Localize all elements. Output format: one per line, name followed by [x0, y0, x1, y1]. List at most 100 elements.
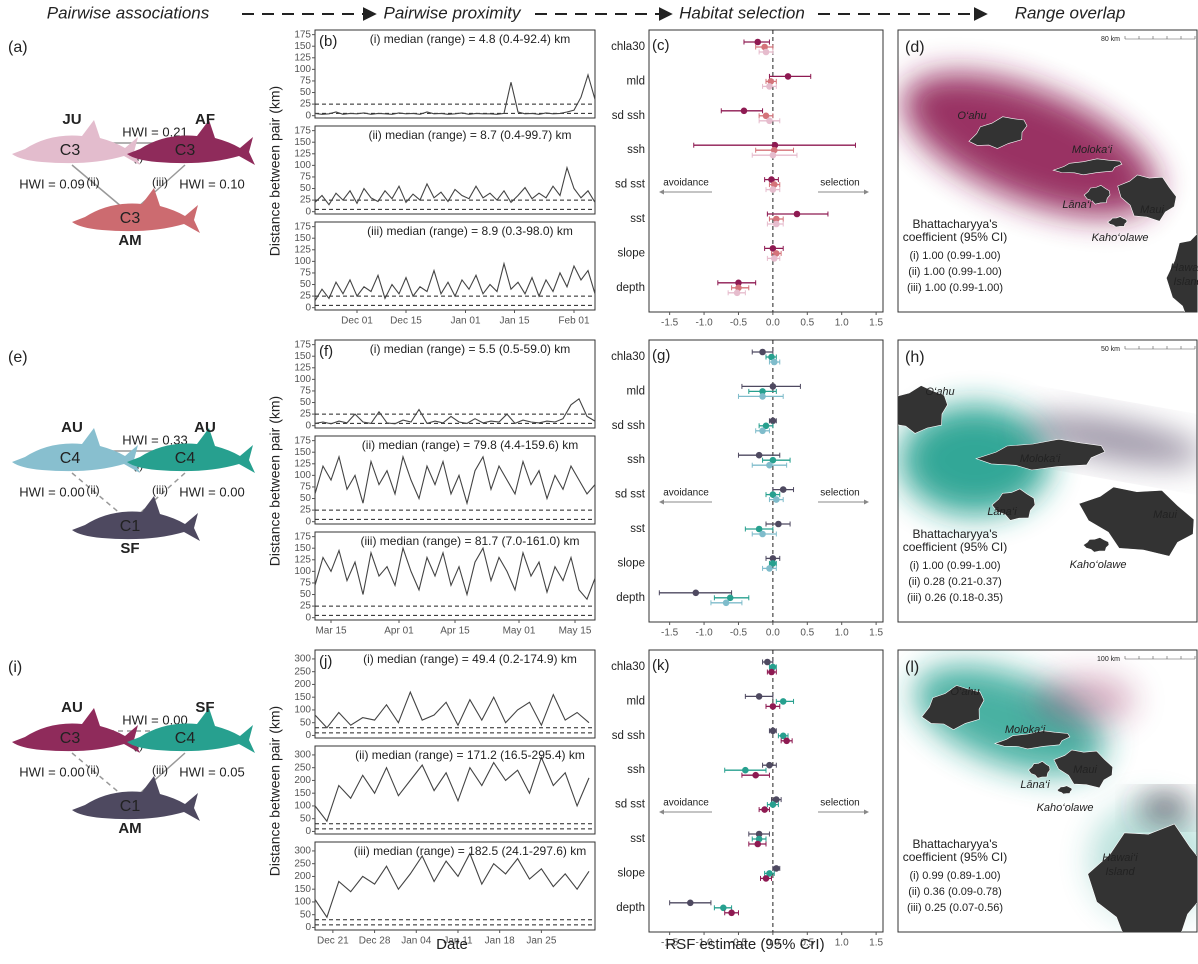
place-label: Kaho‘olawe: [1070, 559, 1127, 571]
estimate-dot: [733, 289, 741, 297]
x-tick-label: May 15: [559, 626, 592, 637]
estimate-dot: [768, 176, 775, 183]
edge-id: (iii): [152, 483, 168, 497]
place-label: Moloka‘i: [1072, 144, 1113, 156]
y-tick-label: 0: [305, 730, 311, 741]
estimate-dot: [759, 348, 766, 356]
y-tick-label: 150: [294, 137, 311, 148]
estimate-dot: [742, 766, 749, 774]
category-label: sd ssh: [612, 420, 645, 432]
dolphin: [12, 120, 140, 165]
y-tick-label: 175: [294, 531, 311, 542]
hwi-label: HWI = 0.10: [179, 176, 244, 191]
x-axis-title: Date: [436, 936, 468, 953]
island: [975, 438, 1106, 471]
panel-label: (l): [905, 659, 919, 676]
distance-line: [314, 755, 590, 823]
map-content: [914, 665, 1197, 932]
overlap-caption: coefficient (95% CI): [903, 850, 1008, 864]
island: [1083, 184, 1111, 205]
dolphin: [72, 496, 200, 541]
edge-id: (ii): [86, 175, 99, 189]
x-tick-label: Dec 28: [359, 936, 391, 947]
y-tick-label: 100: [294, 374, 311, 385]
place-label: Kaho‘olawe: [1037, 802, 1094, 814]
cluster-code: C4: [175, 730, 196, 747]
estimate-dot: [769, 663, 777, 671]
estimate-dot: [769, 555, 777, 562]
y-tick-label: 175: [294, 125, 311, 136]
estimate-dot: [759, 530, 766, 538]
overlap-value: (i) 1.00 (0.99-1.00): [909, 250, 1000, 262]
category-label: depth: [616, 902, 645, 914]
plot-frame: [314, 745, 596, 835]
cluster-code: C3: [175, 142, 196, 159]
panel-title: (iii) median (range) = 8.9 (0.3-98.0) km: [367, 224, 573, 238]
category-label: chla30: [611, 661, 645, 673]
x-tick-label: Jan 18: [485, 936, 515, 947]
distance-line: [314, 852, 590, 919]
edge-id: (iii): [152, 763, 168, 777]
range-density: [1026, 414, 1197, 466]
hwi-label: HWI = 0.09: [19, 176, 84, 191]
y-tick-label: 100: [294, 256, 311, 267]
y-tick-label: 75: [300, 386, 312, 397]
dolphin: [72, 776, 200, 821]
estimate-dot: [779, 486, 787, 493]
dolphin: [127, 428, 255, 473]
place-label: O‘ahu: [950, 686, 979, 698]
category-label: slope: [618, 557, 646, 569]
island: [1117, 174, 1177, 222]
x-tick-label: Dec 01: [341, 316, 373, 327]
y-tick-label: 250: [294, 762, 311, 773]
panel-label: (f): [319, 343, 333, 360]
island: [1107, 216, 1128, 228]
island: [1087, 823, 1197, 932]
estimate-dot: [755, 693, 763, 700]
x-axis-title: RSF estimate (95% CrI): [665, 936, 824, 953]
estimate-dot: [759, 388, 766, 395]
estimate-dot: [773, 220, 780, 228]
x-tick-label: 0.5: [800, 318, 814, 329]
x-tick-label: -0.5: [730, 318, 748, 329]
island: [968, 116, 1028, 149]
place-label: Maui: [1073, 764, 1097, 776]
estimate-dot: [769, 560, 777, 567]
y-tick-label: 0: [305, 302, 311, 313]
cluster-code: C3: [120, 210, 141, 227]
scale-label: 80 km: [1101, 36, 1120, 43]
x-tick-label: Apr 15: [440, 626, 470, 637]
estimate-dot: [793, 210, 801, 218]
estimate-dot: [754, 840, 762, 848]
y-axis-title: Distance between pair (km): [267, 396, 283, 566]
estimate-dot: [770, 358, 778, 366]
y-tick-label: 125: [294, 148, 311, 159]
estimate-dot: [769, 801, 777, 808]
x-tick-label: Apr 01: [384, 626, 414, 637]
y-tick-label: 50: [300, 589, 312, 600]
dolphin: [127, 708, 255, 753]
panel-label: (k): [652, 657, 670, 674]
estimate-dot: [754, 38, 762, 46]
association-line: [137, 472, 186, 516]
place-label: O‘ahu: [957, 110, 986, 122]
category-label: ssh: [627, 454, 645, 466]
cluster-code: C1: [120, 798, 141, 815]
estimate-dot: [773, 215, 780, 223]
cluster-code: C1: [120, 518, 141, 535]
panel-label: (g): [652, 347, 670, 364]
estimate-dot: [766, 117, 773, 125]
estimate-dot: [752, 771, 759, 779]
y-tick-label: 50: [300, 87, 312, 98]
estimate-dot: [755, 835, 763, 843]
dolphin: [72, 188, 200, 233]
estimate-dot: [769, 245, 777, 252]
y-tick-label: 25: [300, 291, 312, 302]
island: [1078, 486, 1195, 557]
x-tick-label: Feb 01: [558, 316, 590, 327]
y-tick-label: 150: [294, 233, 311, 244]
y-tick-label: 300: [294, 846, 311, 857]
y-tick-label: 75: [300, 482, 312, 493]
